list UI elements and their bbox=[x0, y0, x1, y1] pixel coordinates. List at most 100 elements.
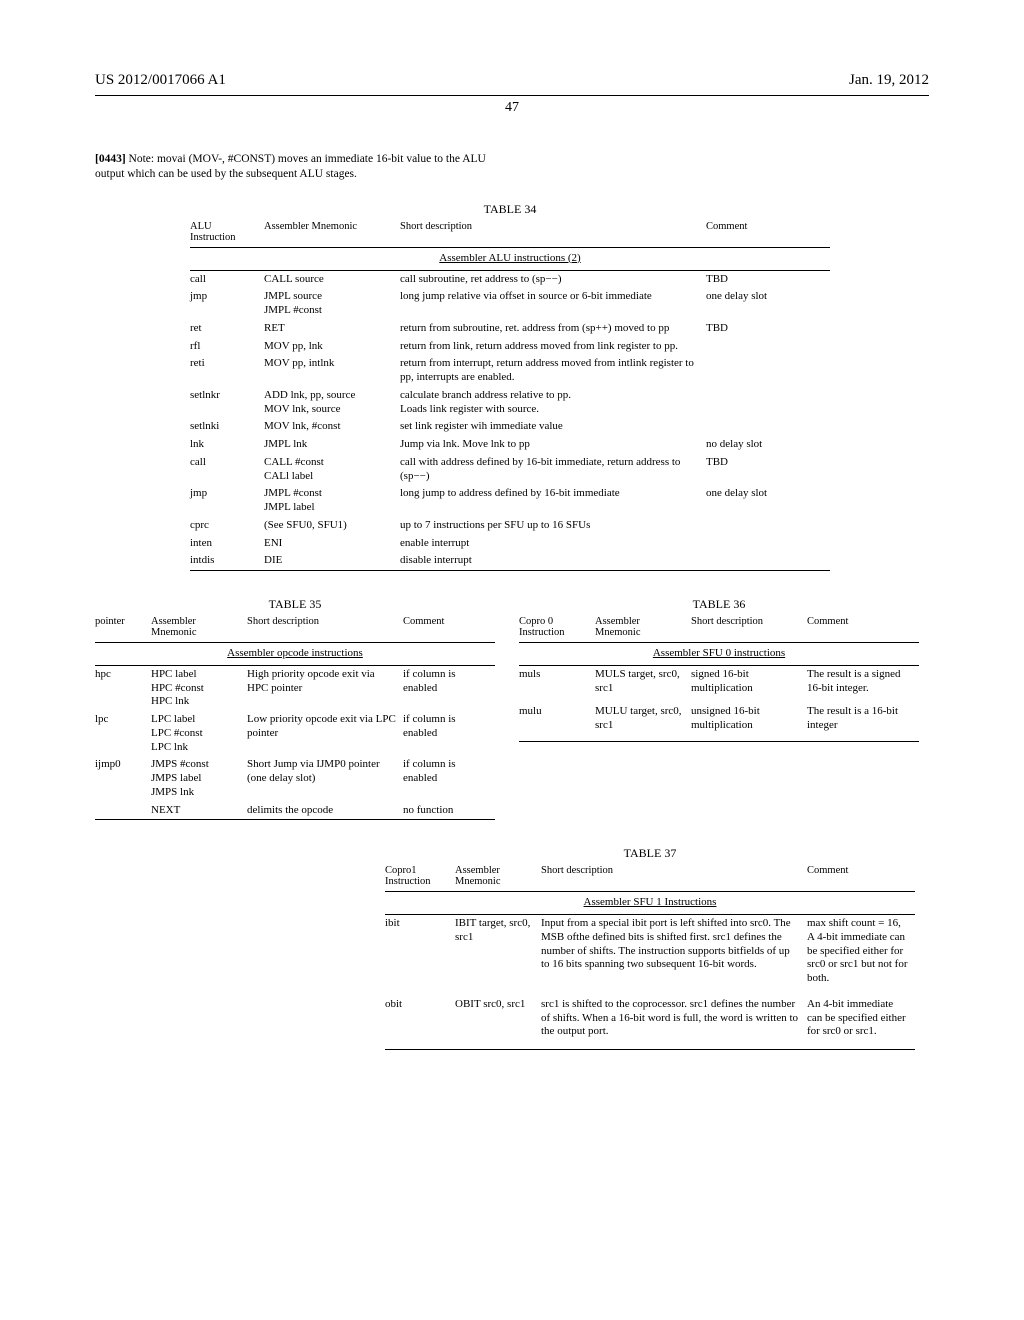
table34-cell bbox=[706, 418, 830, 436]
table34-cell bbox=[706, 517, 830, 535]
table34-cell: call bbox=[190, 270, 264, 288]
table34-cell bbox=[706, 552, 830, 570]
table35-cell: ijmp0 bbox=[95, 756, 151, 801]
table34-cell: Jump via lnk. Move lnk to pp bbox=[400, 436, 706, 454]
table36-cell: signed 16-bit multiplication bbox=[691, 665, 807, 703]
table37-subtitle: Assembler SFU 1 Instructions bbox=[385, 892, 915, 915]
table34-cell: return from subroutine, ret. address fro… bbox=[400, 320, 706, 338]
table34-cell: call with address defined by 16-bit imme… bbox=[400, 454, 706, 486]
table34-cell: call bbox=[190, 454, 264, 486]
table-row: intenENIenable interrupt bbox=[190, 535, 830, 553]
table37-cell: Input from a special ibit port is left s… bbox=[541, 915, 807, 996]
table35-cell: JMPS #constJMPS labelJMPS lnk bbox=[151, 756, 247, 801]
table36-h2: Short description bbox=[691, 614, 807, 643]
table36-cell: MULS target, src0, src1 bbox=[595, 665, 691, 703]
table-row: hpcHPC labelHPC #constHPC lnkHigh priori… bbox=[95, 665, 495, 711]
table35-cell: if column is enabled bbox=[403, 665, 495, 711]
table35-h3: Comment bbox=[403, 614, 495, 643]
table34-cell: (See SFU0, SFU1) bbox=[264, 517, 400, 535]
table37-h2: Short description bbox=[541, 863, 807, 892]
table-row: retiMOV pp, intlnkreturn from interrupt,… bbox=[190, 355, 830, 387]
table34-cell: MOV pp, intlnk bbox=[264, 355, 400, 387]
table36-cell: The result is a 16-bit integer bbox=[807, 703, 919, 741]
table-row: ijmp0JMPS #constJMPS labelJMPS lnkShort … bbox=[95, 756, 495, 801]
table-row: retRETreturn from subroutine, ret. addre… bbox=[190, 320, 830, 338]
table34-cell: CALL #constCALl label bbox=[264, 454, 400, 486]
table34-cell bbox=[706, 387, 830, 419]
table35-h2: Short description bbox=[247, 614, 403, 643]
table35-cell: lpc bbox=[95, 711, 151, 756]
table34-cell: one delay slot bbox=[706, 288, 830, 320]
table35-h0: pointer bbox=[95, 614, 151, 643]
table34-cell: one delay slot bbox=[706, 485, 830, 517]
table34-title: TABLE 34 bbox=[190, 202, 830, 217]
table35-cell: if column is enabled bbox=[403, 711, 495, 756]
table34-cell: lnk bbox=[190, 436, 264, 454]
table-row: setlnkrADD lnk, pp, sourceMOV lnk, sourc… bbox=[190, 387, 830, 419]
table34-cell: long jump relative via offset in source … bbox=[400, 288, 706, 320]
table37-cell: obit bbox=[385, 996, 455, 1050]
table-row: lnkJMPL lnkJump via lnk. Move lnk to ppn… bbox=[190, 436, 830, 454]
table35-cell: no function bbox=[403, 802, 495, 820]
table36-subtitle: Assembler SFU 0 instructions bbox=[519, 643, 919, 666]
table34-cell: TBD bbox=[706, 320, 830, 338]
table-row: rflMOV pp, lnkreturn from link, return a… bbox=[190, 338, 830, 356]
table34-cell: ret bbox=[190, 320, 264, 338]
table34-cell: JMPL #constJMPL label bbox=[264, 485, 400, 517]
table-row: callCALL #constCALl labelcall with addre… bbox=[190, 454, 830, 486]
table36: Assembler SFU 0 instructions Copro 0Inst… bbox=[519, 614, 919, 742]
table-row: lpcLPC labelLPC #constLPC lnkLow priorit… bbox=[95, 711, 495, 756]
table34-cell bbox=[706, 535, 830, 553]
table34-subtitle: Assembler ALU instructions (2) bbox=[190, 247, 830, 270]
table34: Assembler ALU instructions (2) ALUInstru… bbox=[190, 219, 830, 571]
table34-cell: calculate branch address relative to pp.… bbox=[400, 387, 706, 419]
table34-cell: rfl bbox=[190, 338, 264, 356]
table37-h1: AssemblerMnemonic bbox=[455, 863, 541, 892]
table34-h1: Assembler Mnemonic bbox=[264, 219, 400, 248]
doc-id: US 2012/0017066 A1 bbox=[95, 72, 226, 89]
table34-cell: disable interrupt bbox=[400, 552, 706, 570]
table34-cell: no delay slot bbox=[706, 436, 830, 454]
table37-h3: Comment bbox=[807, 863, 915, 892]
table34-cell: jmp bbox=[190, 288, 264, 320]
table36-h0: Copro 0Instruction bbox=[519, 614, 595, 643]
table34-cell: long jump to address defined by 16-bit i… bbox=[400, 485, 706, 517]
table35-cell: NEXT bbox=[151, 802, 247, 820]
doc-date: Jan. 19, 2012 bbox=[849, 72, 929, 89]
table35-cell: HPC labelHPC #constHPC lnk bbox=[151, 665, 247, 711]
table34-h2: Short description bbox=[400, 219, 706, 248]
table34-cell: cprc bbox=[190, 517, 264, 535]
page-number: 47 bbox=[95, 100, 929, 116]
table37-cell: src1 is shifted to the coprocessor. src1… bbox=[541, 996, 807, 1050]
table36-cell: muls bbox=[519, 665, 595, 703]
table34-cell: enable interrupt bbox=[400, 535, 706, 553]
table36-cell: mulu bbox=[519, 703, 595, 741]
table35: Assembler opcode instructions pointer As… bbox=[95, 614, 495, 820]
table36-cell: MULU target, src0, src1 bbox=[595, 703, 691, 741]
table34-cell: RET bbox=[264, 320, 400, 338]
table34-cell: jmp bbox=[190, 485, 264, 517]
paragraph-0443: [0443] Note: movai (MOV-, #CONST) moves … bbox=[95, 152, 515, 182]
table34-cell: MOV lnk, #const bbox=[264, 418, 400, 436]
table35-cell: Low priority opcode exit via LPC pointer bbox=[247, 711, 403, 756]
table34-cell: ADD lnk, pp, sourceMOV lnk, source bbox=[264, 387, 400, 419]
table35-cell: LPC labelLPC #constLPC lnk bbox=[151, 711, 247, 756]
table34-cell: MOV pp, lnk bbox=[264, 338, 400, 356]
table-row: muluMULU target, src0, src1unsigned 16-b… bbox=[519, 703, 919, 741]
table34-cell bbox=[706, 338, 830, 356]
table37-cell: An 4-bit immediate can be specified eith… bbox=[807, 996, 915, 1050]
table34-cell bbox=[706, 355, 830, 387]
table34-cell: reti bbox=[190, 355, 264, 387]
table35-cell: High priority opcode exit via HPC pointe… bbox=[247, 665, 403, 711]
table34-cell: inten bbox=[190, 535, 264, 553]
table35-subtitle: Assembler opcode instructions bbox=[95, 643, 495, 666]
table36-h1: AssemblerMnemonic bbox=[595, 614, 691, 643]
table36-title: TABLE 36 bbox=[519, 597, 919, 612]
table37-cell: max shift count = 16, A 4-bit immediate … bbox=[807, 915, 915, 996]
table34-cell: DIE bbox=[264, 552, 400, 570]
table-row: callCALL sourcecall subroutine, ret addr… bbox=[190, 270, 830, 288]
table34-cell: ENI bbox=[264, 535, 400, 553]
table-row: intdisDIEdisable interrupt bbox=[190, 552, 830, 570]
table37: Assembler SFU 1 Instructions Copro1Instr… bbox=[385, 863, 915, 1050]
table35-cell bbox=[95, 802, 151, 820]
